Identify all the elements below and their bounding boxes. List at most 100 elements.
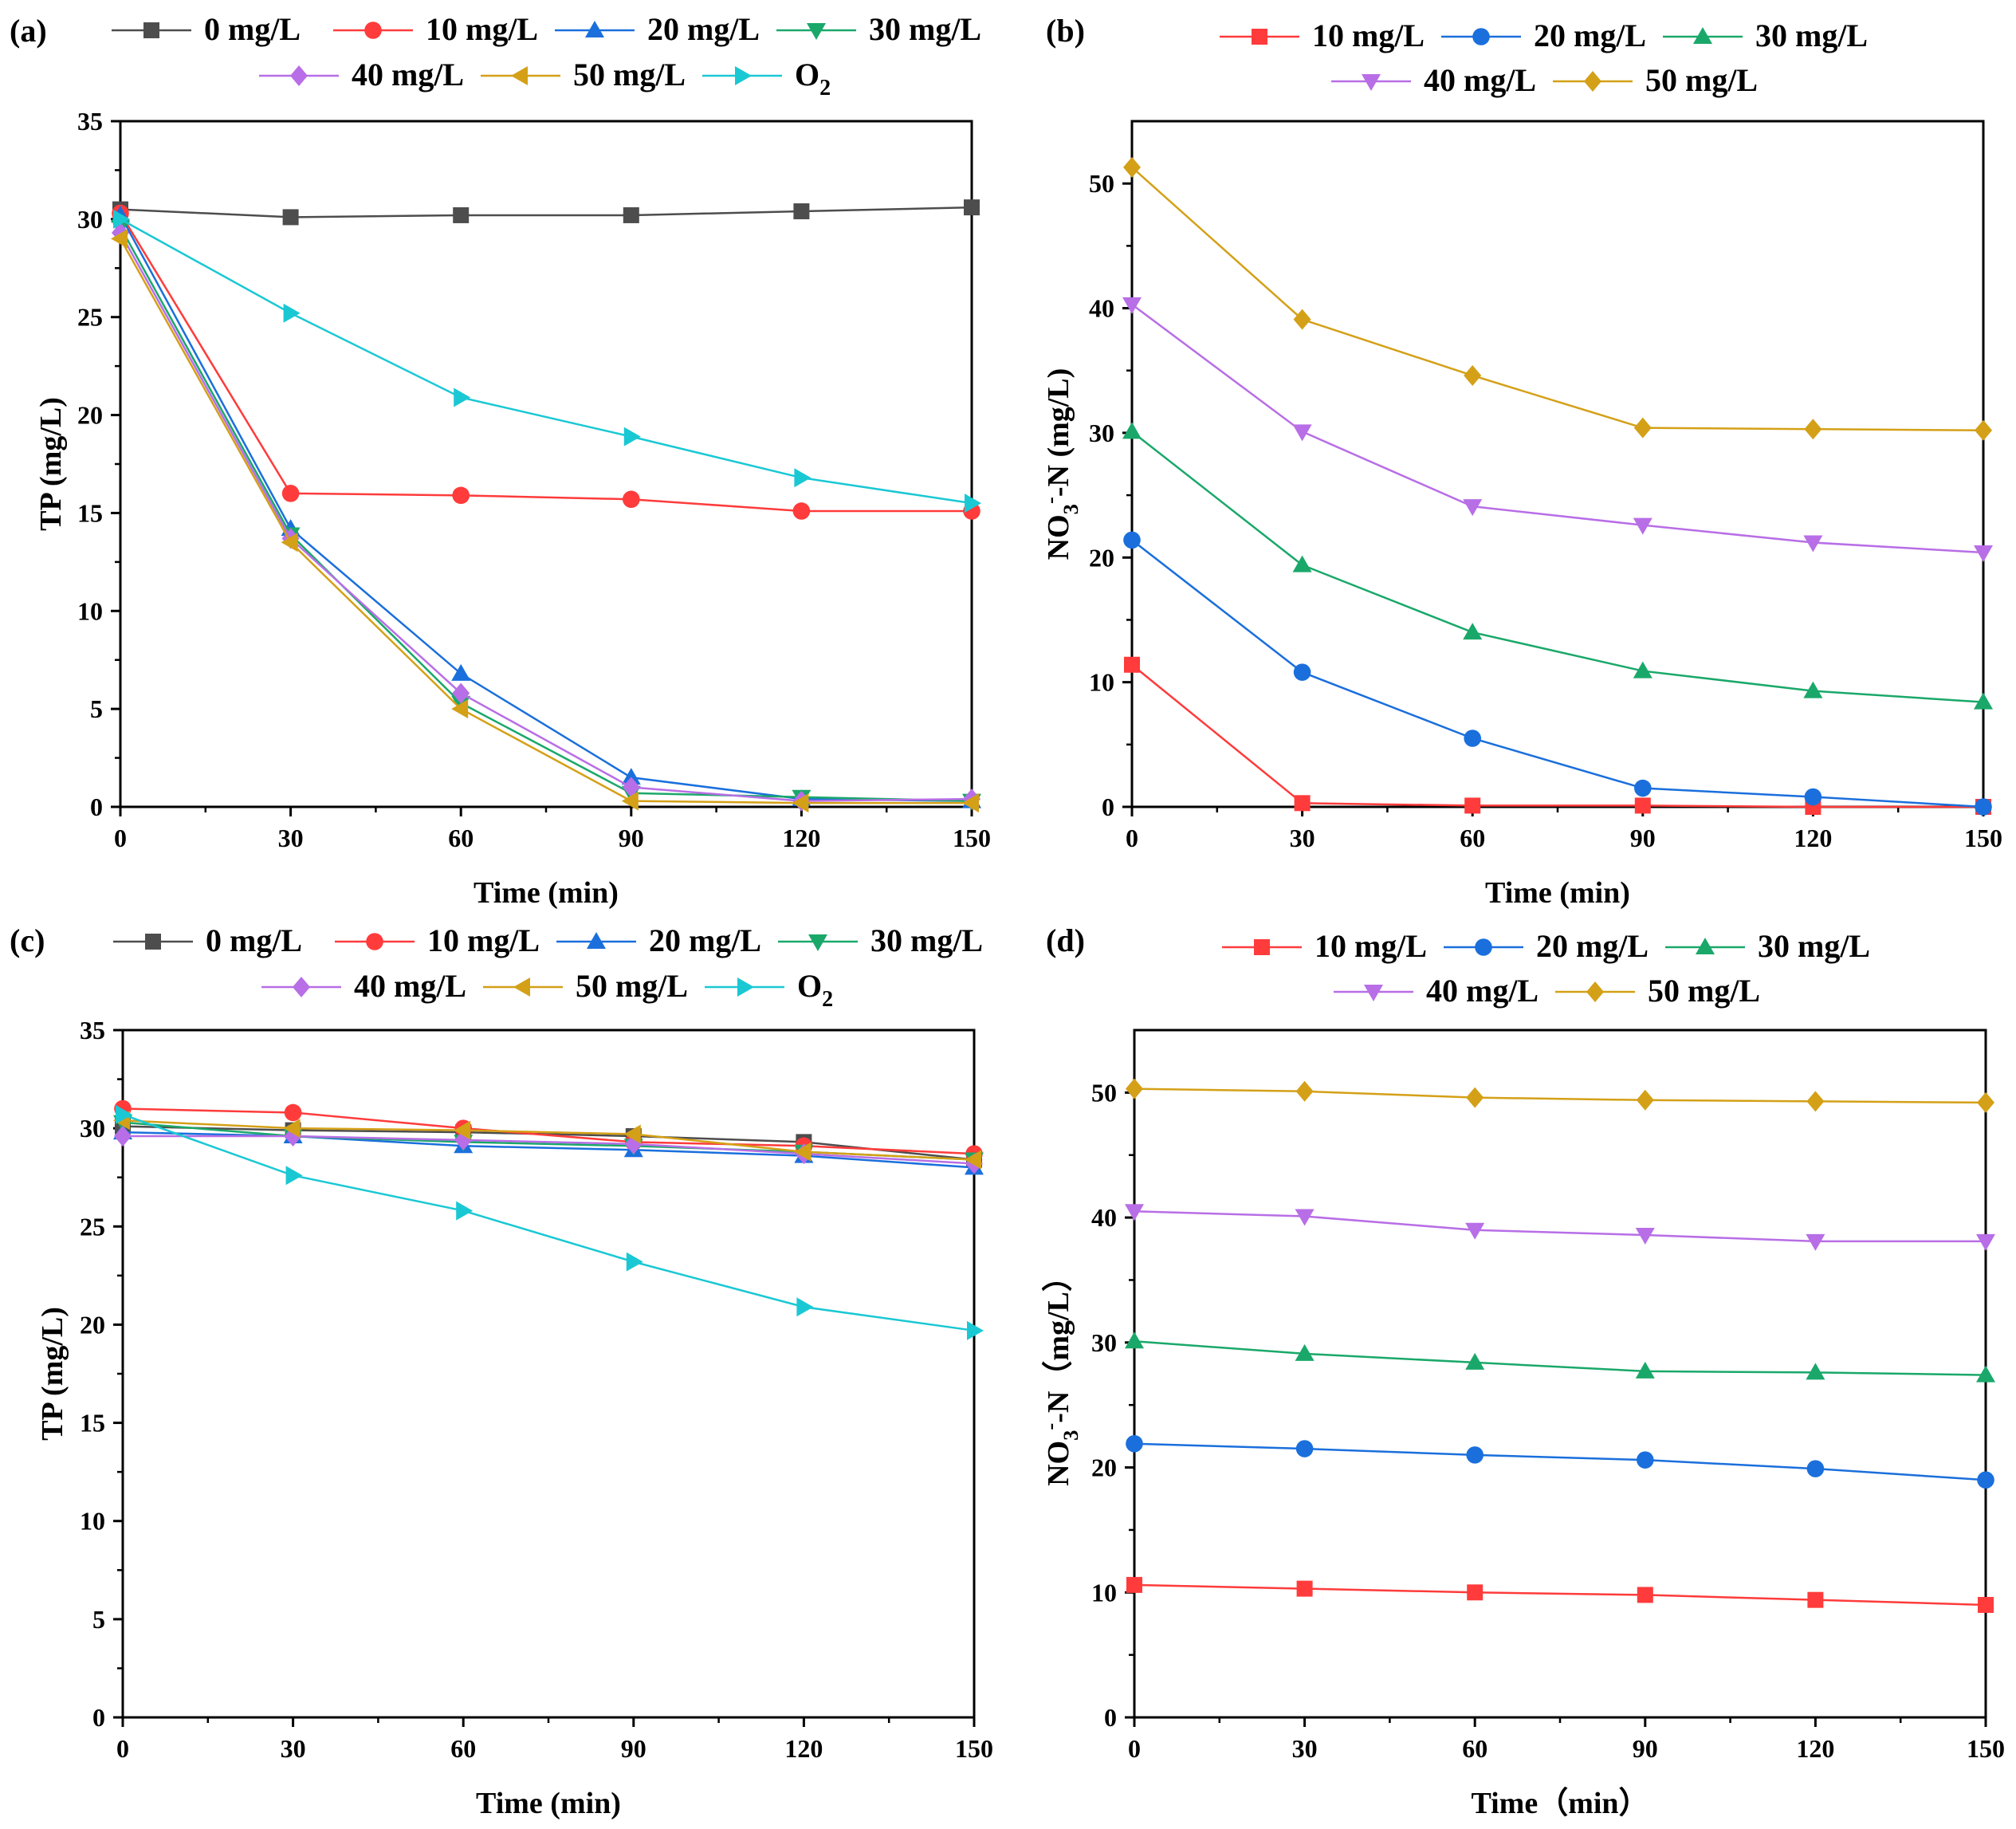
- panel-b-legend-label: 10 mg/L: [1312, 18, 1425, 53]
- panel-c-legend-item-50-mg-l[interactable]: 50 mg/L: [483, 968, 688, 1004]
- panel-b-plot-frame: [1130, 120, 1985, 808]
- panel-c-x-tick-label: 90: [621, 1734, 646, 1763]
- panel-c-x-tick-label: 150: [955, 1734, 993, 1763]
- panel-a-y-axis-title: TP (mg/L): [34, 397, 68, 531]
- panel-d-y-tick-label: 20: [1091, 1453, 1117, 1482]
- panel-b-point-40-mg-l: [1633, 517, 1652, 535]
- panel-a-legend-item-30-mg-l[interactable]: 30 mg/L: [776, 11, 981, 47]
- panel-b-y-tick-label: 20: [1089, 543, 1114, 572]
- panel-b-label: (b): [1046, 13, 1085, 49]
- panel-d-legend-marker: [1586, 981, 1604, 1002]
- panel-d-point-20-mg-l: [1295, 1440, 1314, 1457]
- panel-b-x-tick-label: 0: [1126, 824, 1138, 852]
- panel-d-line-40-mg-l: [1134, 1210, 1986, 1243]
- panel-a-legend-item-10-mg-l[interactable]: 10 mg/L: [333, 11, 538, 47]
- panel-d-point-40-mg-l: [1465, 1222, 1485, 1240]
- panel-b-point-40-mg-l: [1122, 297, 1142, 314]
- panel-c-legend-item-40-mg-l[interactable]: 40 mg/L: [261, 968, 466, 1004]
- panel-d-legend-label: 20 mg/L: [1536, 928, 1649, 964]
- panel-b-legend-item-50-mg-l[interactable]: 50 mg/L: [1553, 62, 1758, 98]
- panel-c-legend-marker: [513, 977, 530, 997]
- panel-c-legend-item-20-mg-l[interactable]: 20 mg/L: [556, 922, 761, 958]
- panel-a-y-tick-label: 30: [77, 205, 103, 234]
- panel-a-point-o-2: [794, 468, 812, 488]
- panel-a-legend-item-20-mg-l[interactable]: 20 mg/L: [555, 11, 760, 47]
- panel-d-point-20-mg-l: [1466, 1446, 1484, 1464]
- panel-b-point-30-mg-l: [1803, 681, 1823, 698]
- panel-a-legend-item-o-2[interactable]: O2: [702, 57, 831, 100]
- panel-a-point-50-mg-l: [792, 793, 809, 813]
- panel-c-point-o-2: [626, 1252, 643, 1272]
- panel-d-x-axis-title: Time（min）: [1471, 1787, 1649, 1820]
- panel-a-series-0-mg-l: [112, 199, 980, 226]
- panel-a-line-0-mg-l: [120, 206, 973, 218]
- panel-b-legend-item-40-mg-l[interactable]: 40 mg/L: [1331, 62, 1536, 98]
- panel-c-y-tick-label: 20: [80, 1310, 105, 1339]
- panel-b-y-tick-label: 0: [1102, 793, 1114, 821]
- panel-c-y-tick-label: 30: [80, 1114, 105, 1143]
- panel-a-y-tick-label: 20: [77, 401, 103, 430]
- panel-a-legend-item-40-mg-l[interactable]: 40 mg/L: [259, 57, 464, 92]
- panel-a-series-10-mg-l: [112, 204, 980, 520]
- panel-b-x-tick-label: 120: [1794, 824, 1832, 852]
- panel-d-legend-item-30-mg-l[interactable]: 30 mg/L: [1665, 928, 1870, 964]
- panel-d-legend-marker: [1475, 938, 1492, 956]
- panel-c-legend-item-30-mg-l[interactable]: 30 mg/L: [778, 922, 983, 958]
- panel-a-point-20-mg-l: [451, 663, 471, 681]
- panel-a-series-20-mg-l: [111, 205, 981, 808]
- panel-b-series-10-mg-l: [1124, 656, 1991, 815]
- panel-c-y-tick-label: 5: [92, 1605, 105, 1634]
- panel-b-point-10-mg-l: [1634, 797, 1651, 814]
- panel-c-legend-item-10-mg-l[interactable]: 10 mg/L: [335, 922, 540, 958]
- panel-c-legend-label: 10 mg/L: [427, 922, 540, 958]
- panel-d-legend-item-40-mg-l[interactable]: 40 mg/L: [1334, 973, 1539, 1009]
- panel-a-y-tick-label: 5: [90, 694, 103, 723]
- panel-c-point-o-2: [967, 1320, 984, 1340]
- panel-a-legend-label: 0 mg/L: [204, 11, 301, 47]
- panel-b-line-10-mg-l: [1131, 663, 1983, 808]
- panel-c-y-tick-label: 25: [80, 1212, 105, 1241]
- panel-a-legend-item-50-mg-l[interactable]: 50 mg/L: [481, 57, 686, 92]
- panel-a-x-tick-label: 0: [114, 824, 127, 852]
- panel-d-point-40-mg-l: [1976, 1233, 1995, 1251]
- panel-c-legend-marker: [293, 977, 310, 997]
- panel-a-legend-marker: [511, 66, 528, 85]
- panel-b-point-30-mg-l: [1633, 661, 1652, 678]
- panel-a-x-axis-title: Time (min): [474, 876, 619, 910]
- panel-d-legend-item-50-mg-l[interactable]: 50 mg/L: [1555, 973, 1760, 1009]
- panel-c-legend-marker: [808, 934, 827, 951]
- panel-d-x-tick-label: 0: [1128, 1734, 1141, 1763]
- panel-b-legend-marker: [1584, 71, 1601, 92]
- panel-d-point-30-mg-l: [1976, 1365, 1995, 1383]
- panel-c-x-tick-label: 30: [281, 1734, 306, 1763]
- panel-a-line-40-mg-l: [119, 232, 973, 802]
- panel-a-legend-label: 30 mg/L: [869, 11, 981, 47]
- panel-b-legend-item-20-mg-l[interactable]: 20 mg/L: [1441, 18, 1646, 53]
- panel-b-point-10-mg-l: [1294, 795, 1311, 812]
- panel-d-point-40-mg-l: [1806, 1233, 1825, 1251]
- panel-a-series-30-mg-l: [111, 219, 981, 811]
- panel-d-legend-item-20-mg-l[interactable]: 20 mg/L: [1444, 928, 1649, 964]
- panel-b-legend-item-10-mg-l[interactable]: 10 mg/L: [1220, 18, 1425, 53]
- panel-c-x-axis-title: Time (min): [476, 1787, 621, 1820]
- panel-c-legend-item-o-2[interactable]: O2: [705, 968, 833, 1012]
- panel-b-point-50-mg-l: [1975, 419, 1992, 441]
- panel-a-legend-item-0-mg-l[interactable]: 0 mg/L: [112, 11, 301, 47]
- panel-b-legend-label: 40 mg/L: [1424, 62, 1536, 98]
- panel-d-legend-item-10-mg-l[interactable]: 10 mg/L: [1222, 928, 1427, 964]
- panel-d-point-50-mg-l: [1977, 1092, 1994, 1113]
- panel-b-legend-item-30-mg-l[interactable]: 30 mg/L: [1663, 18, 1868, 53]
- panel-b-point-50-mg-l: [1633, 417, 1652, 439]
- panel-c-legend-item-0-mg-l[interactable]: 0 mg/L: [113, 922, 302, 958]
- panel-b-point-30-mg-l: [1463, 623, 1483, 640]
- panel-a-point-o-2: [454, 387, 471, 407]
- panel-b-series-30-mg-l: [1122, 422, 1993, 710]
- panel-d-y-axis-title: NO3--N（mg/L）: [1038, 1261, 1083, 1486]
- panel-b-legend-label: 30 mg/L: [1755, 18, 1868, 53]
- panel-a-legend-label: 50 mg/L: [573, 57, 686, 92]
- panel-b-legend-label: 50 mg/L: [1645, 62, 1758, 98]
- panel-a-y-tick-label: 15: [77, 498, 103, 527]
- panel-a-legend-marker: [364, 22, 382, 39]
- panel-d-point-20-mg-l: [1977, 1471, 1994, 1489]
